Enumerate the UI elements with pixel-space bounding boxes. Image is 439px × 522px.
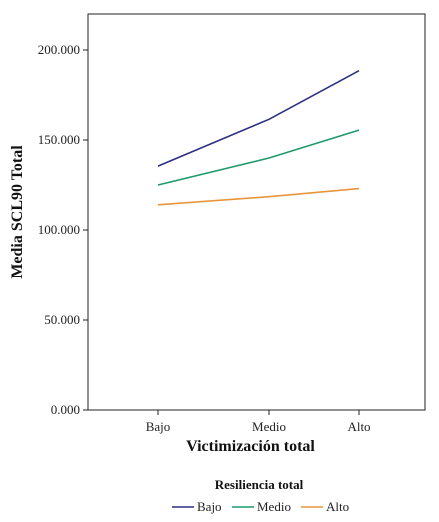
y-tick-label: 0.000 bbox=[51, 402, 80, 417]
x-tick-label: Medio bbox=[252, 419, 286, 434]
y-tick-label: 150.000 bbox=[38, 132, 80, 147]
x-axis-title: Victimización total bbox=[186, 438, 315, 455]
y-axis-ticks: 0.000 50.000 100.000 150.000 200.000 bbox=[38, 42, 88, 417]
legend-label-medio: Medio bbox=[257, 499, 291, 514]
y-tick-label: 50.000 bbox=[44, 312, 80, 327]
legend-title: Resiliencia total bbox=[215, 477, 304, 492]
y-tick-label: 100.000 bbox=[38, 222, 80, 237]
series-lines bbox=[157, 69, 360, 206]
x-axis-ticks: Bajo Medio Alto bbox=[146, 410, 371, 434]
series-line-medio bbox=[157, 129, 360, 186]
legend-label-alto: Alto bbox=[326, 499, 349, 514]
legend: Bajo Medio Alto bbox=[172, 499, 349, 514]
x-tick-label: Bajo bbox=[146, 419, 171, 434]
series-line-alto bbox=[157, 187, 360, 206]
y-tick-label: 200.000 bbox=[38, 42, 80, 57]
series-line-bajo bbox=[157, 69, 360, 167]
legend-label-bajo: Bajo bbox=[197, 499, 222, 514]
plot-area bbox=[87, 13, 426, 411]
y-axis-title: Media SCL90 Total bbox=[9, 145, 26, 279]
x-tick-label: Alto bbox=[347, 419, 370, 434]
